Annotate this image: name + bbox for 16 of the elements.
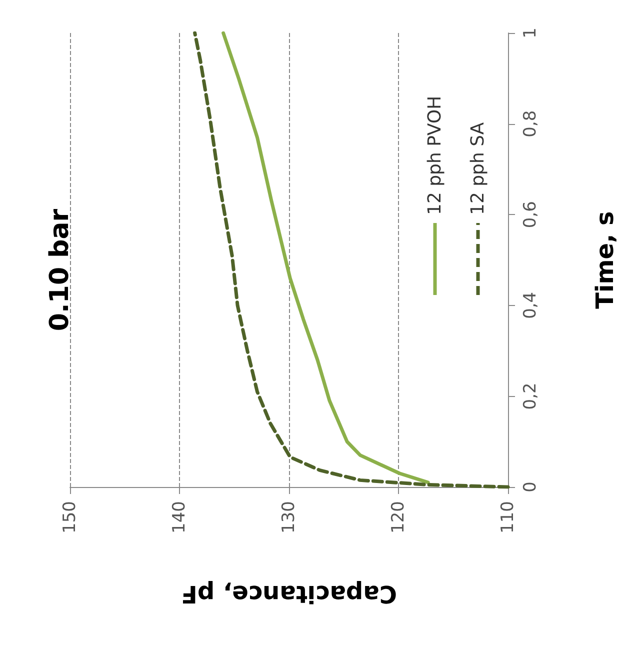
y-tick-label: 0,6 <box>520 201 540 228</box>
x-tick-label: 150 <box>60 501 80 534</box>
x-tick-label: 130 <box>279 501 299 534</box>
y-tick-label: 0,2 <box>520 382 540 410</box>
y-tick-label: 1 <box>520 28 540 38</box>
y-tick-label: 0,4 <box>520 292 540 319</box>
x-tick-label: 120 <box>388 501 408 534</box>
y-tick-label: 0,8 <box>520 110 540 138</box>
x-axis-title: Capacitance, pF <box>181 580 397 608</box>
x-tick-label: 110 <box>498 501 518 534</box>
y-tick-label: 0 <box>520 482 540 492</box>
y-axis-title: Time, s <box>591 211 619 309</box>
text: 12 pph PVOH <box>424 96 446 215</box>
text: 12 pph SA <box>468 122 488 215</box>
text: 0.10 bar <box>45 208 75 332</box>
x-tick-label: 140 <box>170 501 190 534</box>
